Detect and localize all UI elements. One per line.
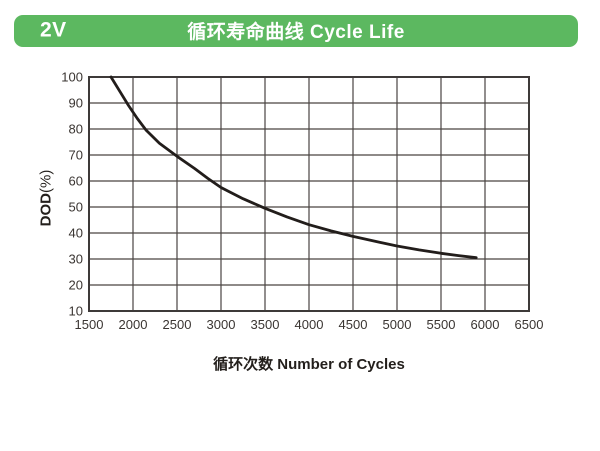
x-tick-label: 5000: [383, 317, 412, 332]
y-tick-label: 70: [69, 148, 83, 163]
cycle-life-curve: [109, 75, 478, 260]
x-tick-label: 6000: [471, 317, 500, 332]
y-tick-label: 100: [61, 70, 83, 85]
x-tick-label: 4000: [295, 317, 324, 332]
x-tick-label: 5500: [427, 317, 456, 332]
y-axis-title-unit: (%): [37, 169, 55, 193]
x-tick-label: 2500: [163, 317, 192, 332]
x-axis-title: 循环次数 Number of Cycles: [213, 356, 405, 373]
y-tick-label: 90: [69, 96, 83, 111]
x-tick-label: 1500: [75, 317, 104, 332]
section-title: 循环寿命曲线 Cycle Life: [187, 21, 405, 43]
y-tick-label: 20: [69, 278, 83, 293]
y-tick-label: 50: [69, 200, 83, 215]
x-tick-label: 4500: [339, 317, 368, 332]
y-tick-label: 80: [69, 122, 83, 137]
x-tick-label: 3500: [251, 317, 280, 332]
voltage-badge: 2V: [40, 18, 67, 42]
y-axis-title: DOD(%): [38, 170, 55, 227]
x-tick-label: 6500: [515, 317, 544, 332]
section-header: 2V 循环寿命曲线 Cycle Life: [14, 15, 578, 47]
y-tick-label: 30: [69, 252, 83, 267]
x-tick-label: 3000: [207, 317, 236, 332]
y-tick-label: 10: [69, 304, 83, 319]
y-tick-label: 40: [69, 226, 83, 241]
y-axis-title-main: DOD: [37, 192, 55, 227]
plot-border: [88, 76, 530, 312]
x-tick-label: 2000: [119, 317, 148, 332]
y-tick-label: 60: [69, 174, 83, 189]
